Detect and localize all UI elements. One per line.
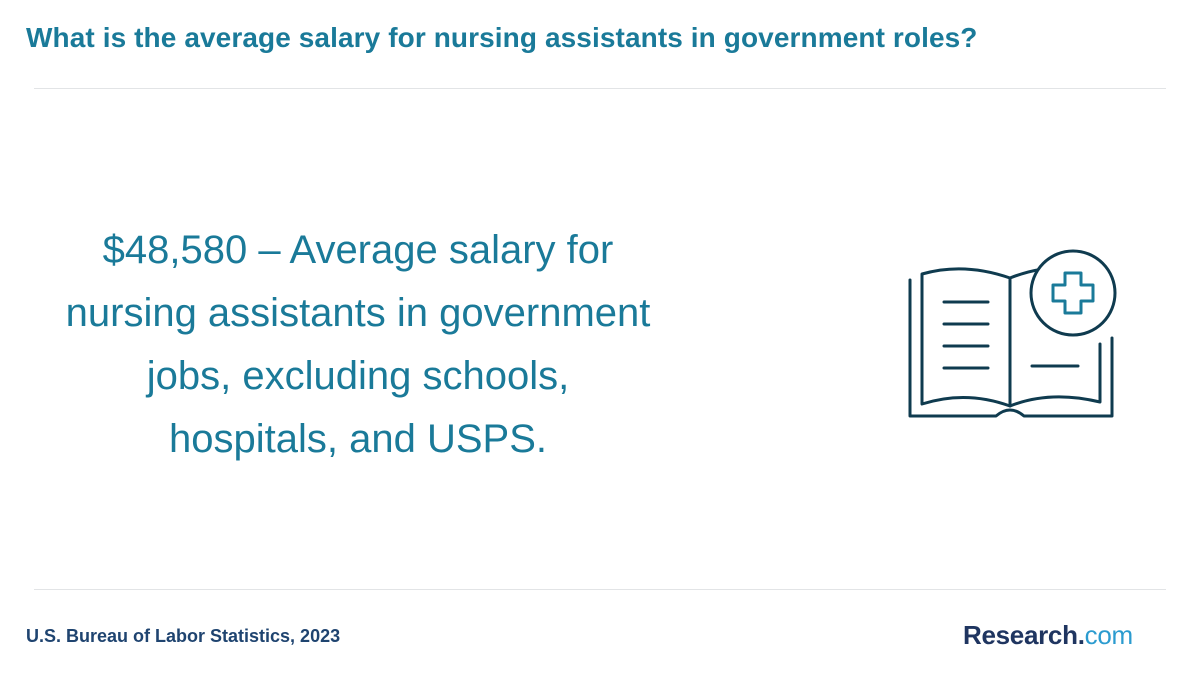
medical-book-icon: [900, 240, 1120, 430]
logo-brand: Research: [963, 620, 1078, 650]
top-divider: [34, 88, 1166, 89]
bottom-divider: [34, 589, 1166, 590]
page-title: What is the average salary for nursing a…: [26, 22, 978, 53]
logo-tld: com: [1084, 620, 1134, 650]
stat-text: $48,580 – Average salary for nursing ass…: [65, 228, 651, 461]
research-logo[interactable]: Research.com: [963, 620, 1133, 651]
source-citation: U.S. Bureau of Labor Statistics, 2023: [26, 626, 341, 646]
logo-dot: .: [1077, 620, 1085, 650]
